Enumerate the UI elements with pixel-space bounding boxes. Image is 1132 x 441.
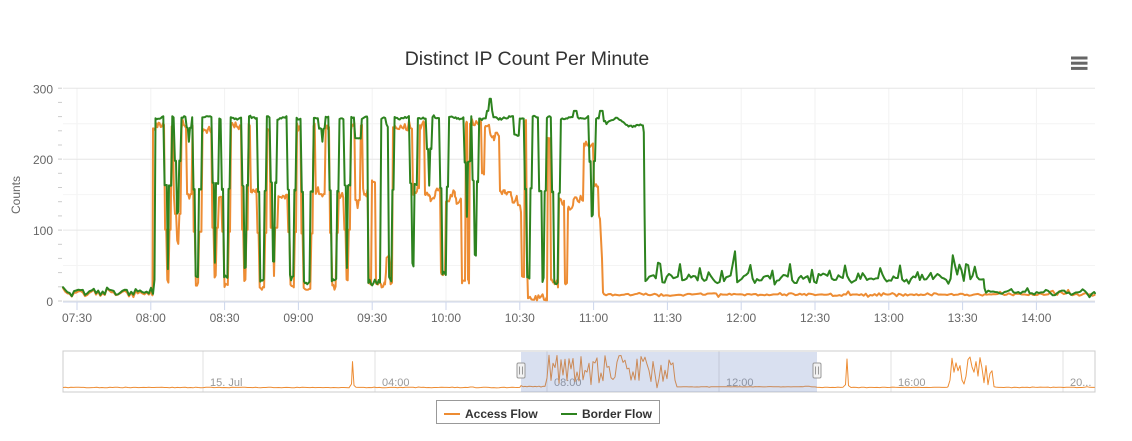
svg-text:Distinct IP Count Per Minute: Distinct IP Count Per Minute: [405, 48, 650, 70]
svg-text:08:30: 08:30: [210, 311, 240, 325]
svg-text:0: 0: [46, 295, 53, 309]
svg-text:09:00: 09:00: [283, 311, 313, 325]
svg-text:09:30: 09:30: [357, 311, 387, 325]
svg-text:12:00: 12:00: [726, 377, 754, 389]
svg-text:14:00: 14:00: [1021, 311, 1051, 325]
svg-text:12:00: 12:00: [726, 311, 756, 325]
svg-text:11:30: 11:30: [653, 311, 682, 325]
svg-text:Counts: Counts: [9, 176, 23, 214]
svg-text:13:30: 13:30: [948, 311, 978, 325]
svg-text:13:00: 13:00: [874, 311, 904, 325]
svg-text:300: 300: [33, 82, 53, 96]
svg-text:10:30: 10:30: [505, 311, 535, 325]
svg-text:20...: 20...: [1070, 377, 1091, 389]
svg-text:08:00: 08:00: [136, 311, 166, 325]
svg-text:10:00: 10:00: [431, 311, 461, 325]
svg-text:07:30: 07:30: [62, 311, 92, 325]
svg-text:200: 200: [33, 153, 53, 167]
svg-text:11:00: 11:00: [579, 311, 608, 325]
svg-text:100: 100: [33, 224, 53, 238]
svg-text:15. Jul: 15. Jul: [210, 377, 242, 389]
svg-text:12:30: 12:30: [800, 311, 830, 325]
svg-text:16:00: 16:00: [898, 377, 926, 389]
svg-text:Border Flow: Border Flow: [582, 407, 653, 421]
svg-text:04:00: 04:00: [382, 377, 410, 389]
svg-text:Access Flow: Access Flow: [465, 407, 538, 421]
